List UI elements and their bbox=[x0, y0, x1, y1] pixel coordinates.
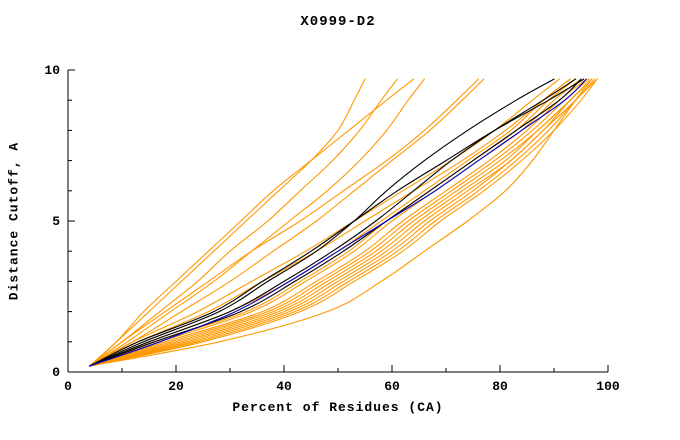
x-tick-label: 60 bbox=[384, 379, 400, 394]
chart-title: X0999-D2 bbox=[300, 14, 376, 30]
series-black-2 bbox=[89, 78, 577, 367]
series-orange-cluster-1 bbox=[89, 78, 587, 367]
series-orange-cluster-8 bbox=[89, 78, 593, 367]
series-orange-outlier-5 bbox=[89, 78, 485, 367]
x-tick-label: 20 bbox=[168, 379, 184, 394]
x-tick-label: 0 bbox=[64, 379, 72, 394]
series-orange-outlier-2 bbox=[89, 78, 398, 367]
series-black-1 bbox=[89, 78, 555, 367]
series-orange-cluster-11 bbox=[89, 78, 598, 367]
series-orange-outlier-3 bbox=[89, 78, 425, 367]
series-orange-cluster-9 bbox=[89, 78, 571, 367]
y-tick-label: 5 bbox=[52, 214, 60, 229]
x-axis-label: Percent of Residues (CA) bbox=[232, 400, 444, 415]
series-blue-1 bbox=[89, 78, 587, 367]
y-axis-label: Distance Cutoff, A bbox=[6, 141, 22, 301]
series-orange-cluster-5 bbox=[89, 78, 582, 367]
series-orange-outlier-4 bbox=[89, 78, 415, 367]
series-orange-cluster-10 bbox=[89, 78, 593, 367]
series-orange-mid-2 bbox=[89, 78, 571, 367]
series-orange-outlier-6 bbox=[89, 78, 479, 367]
y-tick-label: 10 bbox=[44, 63, 60, 78]
x-tick-label: 100 bbox=[596, 379, 620, 394]
series-orange-outlier-1 bbox=[89, 78, 366, 367]
series-orange-cluster-6 bbox=[89, 78, 590, 367]
y-tick-label: 0 bbox=[52, 365, 60, 380]
series-orange-cluster-3 bbox=[89, 78, 596, 367]
series-orange-mid-1 bbox=[89, 78, 560, 367]
x-tick-label: 40 bbox=[276, 379, 292, 394]
series-black-4 bbox=[89, 78, 585, 367]
x-tick-label: 80 bbox=[492, 379, 508, 394]
series-orange-cluster-12 bbox=[89, 78, 593, 367]
series-orange-cluster-4 bbox=[89, 78, 598, 367]
